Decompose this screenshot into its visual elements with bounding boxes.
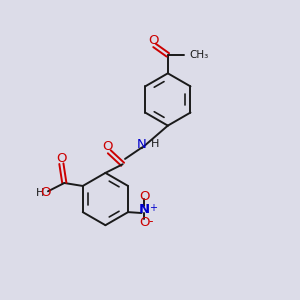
- Text: N: N: [139, 202, 150, 216]
- Text: H: H: [35, 188, 44, 198]
- Text: H: H: [151, 139, 160, 149]
- Text: O: O: [103, 140, 113, 153]
- Text: +: +: [149, 203, 157, 213]
- Text: O: O: [40, 186, 51, 199]
- Text: CH₃: CH₃: [190, 50, 209, 60]
- Text: -: -: [149, 215, 153, 228]
- Text: N: N: [137, 138, 147, 151]
- Text: O: O: [139, 216, 150, 229]
- Text: O: O: [148, 34, 158, 46]
- Text: O: O: [139, 190, 150, 202]
- Text: O: O: [57, 152, 67, 165]
